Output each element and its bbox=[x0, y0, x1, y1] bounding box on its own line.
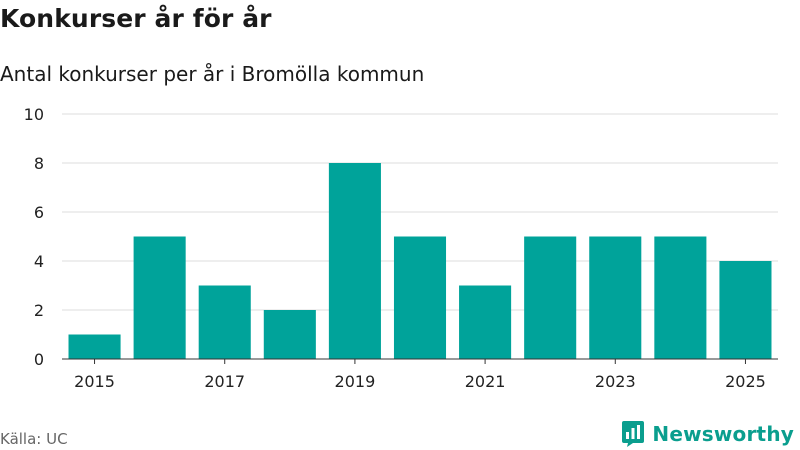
bar-2024 bbox=[654, 236, 707, 359]
x-tick-label: 2023 bbox=[595, 372, 636, 391]
y-tick-label: 2 bbox=[34, 301, 44, 320]
brand-logo[interactable]: Newsworthy bbox=[621, 420, 794, 448]
x-tick-label: 2021 bbox=[465, 372, 506, 391]
bar-2021 bbox=[459, 285, 512, 359]
bar-2015 bbox=[68, 334, 121, 359]
chart-subtitle: Antal konkurser per år i Bromölla kommun bbox=[0, 62, 425, 86]
y-tick-label: 10 bbox=[24, 105, 44, 124]
bar-2023 bbox=[589, 236, 642, 359]
x-tick-label: 2015 bbox=[74, 372, 115, 391]
bar-2022 bbox=[524, 236, 577, 359]
bar-2016 bbox=[133, 236, 186, 359]
y-tick-label: 0 bbox=[34, 350, 44, 369]
bar-2018 bbox=[263, 310, 316, 359]
x-tick-label: 2025 bbox=[725, 372, 766, 391]
brand-name: Newsworthy bbox=[652, 422, 794, 446]
bar-2019 bbox=[328, 163, 381, 359]
newsworthy-logo-icon bbox=[622, 421, 645, 447]
x-tick-label: 2019 bbox=[335, 372, 376, 391]
y-tick-label: 8 bbox=[34, 154, 44, 173]
bar-2020 bbox=[393, 236, 447, 359]
y-tick-label: 6 bbox=[34, 203, 44, 222]
chart-title: Konkurser år för år bbox=[0, 4, 272, 33]
bar-2025 bbox=[719, 261, 772, 359]
source-note: Källa: UC bbox=[0, 430, 68, 448]
y-tick-label: 4 bbox=[34, 252, 44, 271]
bar-2017 bbox=[198, 285, 251, 359]
x-tick-label: 2017 bbox=[204, 372, 245, 391]
